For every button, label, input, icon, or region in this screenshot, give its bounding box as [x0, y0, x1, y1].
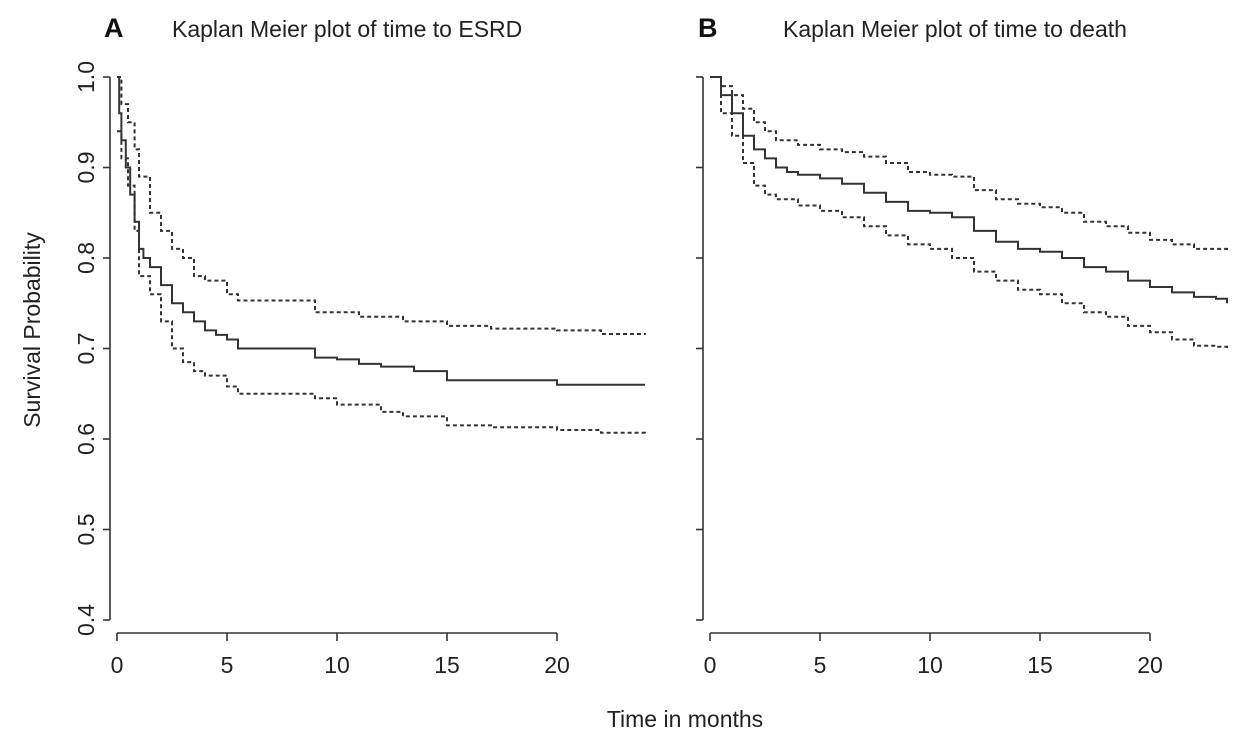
panel-a-y-tick-label: 0.7	[73, 333, 99, 365]
panel-b-lines	[710, 76, 1228, 349]
panel-b-title: Kaplan Meier plot of time to death	[783, 16, 1127, 42]
panel-a-upper-ci-line	[117, 76, 646, 335]
panel-a-x-tick-label: 15	[434, 652, 460, 678]
panel-a-axes: 0.4 0.5 0.6 0.7 0.8 0.9 1.0 0 5 10 15 20	[73, 61, 570, 678]
y-axis-label: Survival Probability	[19, 232, 45, 428]
panel-a: A Kaplan Meier plot of time to ESRD Surv…	[19, 13, 646, 678]
panel-a-y-tick-label: 1.0	[73, 61, 99, 93]
panel-b-x-tick-label: 5	[814, 652, 827, 678]
panel-b-x-tick-label: 20	[1137, 652, 1163, 678]
panel-a-x-tick-label: 10	[324, 652, 350, 678]
panel-a-title: Kaplan Meier plot of time to ESRD	[172, 16, 522, 42]
panel-b-axes: 0 5 10 15 20	[696, 76, 1163, 678]
panel-a-lines	[117, 76, 646, 435]
panel-b-x-tick-label: 15	[1027, 652, 1053, 678]
panel-b-letter: B	[698, 13, 718, 43]
panel-a-estimate-line	[117, 76, 645, 386]
panel-a-x-tick-label: 20	[544, 652, 570, 678]
panel-a-x-tick-label: 5	[221, 652, 234, 678]
x-axis-label: Time in months	[607, 706, 763, 732]
panel-a-lower-ci-line	[117, 130, 646, 435]
panel-b-x-tick-label: 0	[704, 652, 717, 678]
panel-a-y-tick-label: 0.9	[73, 152, 99, 184]
panel-a-y-tick-label: 0.5	[73, 514, 99, 546]
panel-a-letter: A	[104, 13, 124, 43]
panel-a-y-tick-label: 0.4	[73, 604, 99, 636]
panel-a-y-tick-label: 0.8	[73, 242, 99, 274]
panel-b: B Kaplan Meier plot of time to death 0 5 1…	[696, 13, 1228, 678]
panel-b-x-tick-label: 10	[917, 652, 943, 678]
panel-b-upper-ci-line	[710, 76, 1228, 251]
panel-b-lower-ci-line	[710, 76, 1228, 349]
panel-b-estimate-line	[710, 76, 1228, 304]
panel-a-x-tick-label: 0	[111, 652, 124, 678]
panel-a-y-tick-label: 0.6	[73, 423, 99, 455]
